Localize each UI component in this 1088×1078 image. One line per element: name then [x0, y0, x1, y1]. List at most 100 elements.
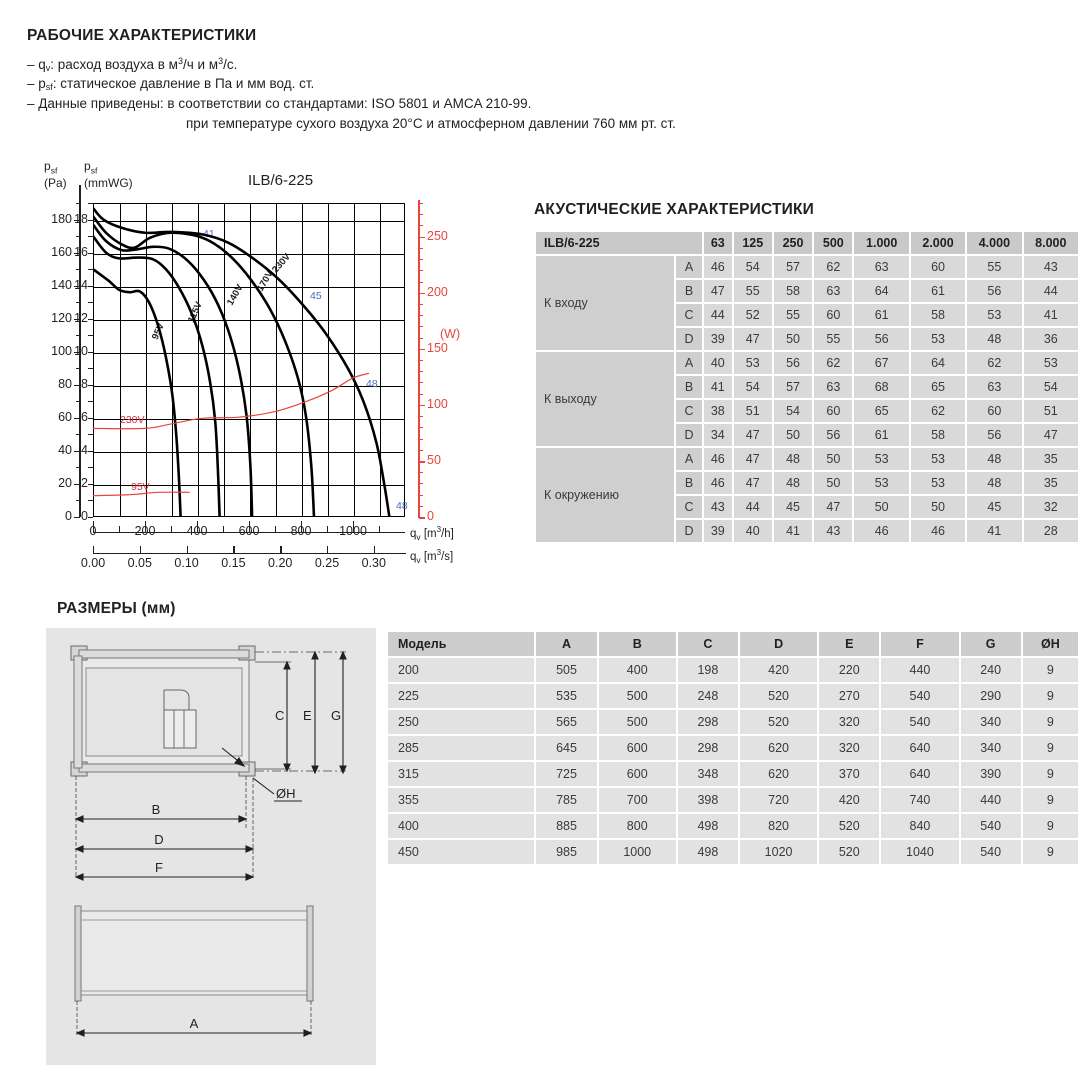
acoustic-value-cell: 64: [854, 280, 909, 302]
y-axis-mmwg-tick: [88, 203, 93, 204]
grid-vline: [276, 204, 277, 516]
y-axis-w-minortick: [419, 203, 423, 204]
acoustic-value-cell: 43: [704, 496, 732, 518]
acoustic-value-cell: 63: [967, 376, 1022, 398]
acoustic-value-cell: 56: [854, 328, 909, 350]
x-axis-m3h-label: 600: [227, 524, 271, 538]
y-axis-pa-tick: [74, 351, 80, 354]
y-axis-pa-minortick: [76, 467, 80, 469]
unit-drawings: C E G ØH B D F: [70, 645, 347, 1037]
dimensions-value-cell: 270: [819, 684, 880, 708]
x-axis-m3s-label: 0.25: [314, 556, 340, 570]
acoustic-table-row: К выходу A 40 53 56 62 67 64 62 53: [536, 352, 1078, 446]
y-axis-w-minortick: [419, 416, 423, 418]
dimensions-value-cell: 520: [740, 710, 818, 734]
dimensions-value-cell: 240: [960, 658, 1021, 682]
chart-curve-230v-power: [93, 372, 370, 430]
y-axis-w-minortick: [419, 382, 423, 384]
acoustic-weighting-label: A: [676, 256, 702, 278]
acoustic-value-cell: 56: [814, 424, 853, 446]
x-axis-m3h-minortick: [327, 526, 328, 532]
acoustic-group-label: К окружению: [536, 448, 674, 542]
dimensions-value-cell: 640: [881, 736, 959, 760]
chart-curve-95v: [93, 267, 182, 517]
y-axis-pa-tick: [74, 285, 80, 288]
x-axis-m3h-minortick: [275, 526, 276, 532]
dimensions-value-cell: 390: [960, 762, 1021, 786]
acoustic-value-cell: 67: [854, 352, 909, 374]
y-axis-w-minortick: [419, 247, 423, 249]
acoustic-value-cell: 53: [910, 448, 966, 470]
acoustic-value-cell: 58: [773, 280, 813, 302]
acoustic-value-cell: 51: [733, 400, 772, 422]
w-axis-line: [418, 200, 420, 518]
acoustic-freq-header: 4.000: [967, 232, 1022, 254]
y-axis-pa-minortick: [76, 401, 80, 403]
dimensions-value-cell: 645: [536, 736, 597, 760]
dimensions-table-row: 250 565 500 298 520 320 540 340 9: [388, 710, 1078, 734]
dimensions-value-cell: 9: [1022, 684, 1078, 708]
x-axis-m3s-tick: [327, 546, 329, 554]
y-axis-pa-tick: [74, 483, 80, 486]
dimensions-col-header: E: [819, 632, 880, 656]
y-axis-mmwg-tick: [88, 384, 93, 387]
x-axis-m3s-label: 0.00: [80, 556, 106, 570]
dimensions-value-cell: 620: [740, 736, 818, 760]
y-axis-pa-label: 80: [58, 376, 72, 391]
y-axis-pa-minortick: [76, 368, 80, 370]
acoustic-value-cell: 41: [773, 520, 813, 542]
acoustic-value-cell: 48: [967, 328, 1022, 350]
y-axis-w-minortick: [419, 393, 423, 395]
dimensions-value-cell: 9: [1022, 788, 1078, 812]
dimensions-value-cell: 640: [881, 762, 959, 786]
dimensions-value-cell: 500: [598, 684, 676, 708]
acoustic-weighting-label: D: [676, 328, 702, 350]
x-axis-m3h-minortick: [171, 526, 172, 532]
power-label-95v: 95V: [131, 481, 150, 493]
y-axis-mmwg-tick: [88, 517, 93, 519]
pa-axis-line: [79, 185, 81, 517]
acoustic-freq-header: 2.000: [910, 232, 966, 254]
y-axis-w-label: 50: [427, 452, 441, 467]
acoustic-value-cell: 50: [854, 496, 909, 518]
dimensions-value-cell: 740: [881, 788, 959, 812]
dimensions-value-cell: 840: [881, 814, 959, 838]
dimensions-value-cell: 320: [819, 736, 880, 760]
acoustic-value-cell: 32: [1023, 496, 1078, 518]
acoustic-value-cell: 46: [854, 520, 909, 542]
y-axis-pa-label: 60: [58, 409, 72, 424]
note-psf-sub: sf: [45, 82, 53, 92]
acoustic-freq-header: 250: [773, 232, 813, 254]
acoustic-table-row: C 38 51 54 60 65 62 60 51: [536, 400, 1078, 422]
x-axis-m3h-minortick: [379, 526, 380, 532]
acoustic-value-cell: 40: [733, 520, 772, 542]
acoustic-value-cell: 41: [704, 376, 732, 398]
grid-vline: [120, 204, 121, 516]
acoustic-value-cell: 53: [1023, 352, 1078, 374]
acoustic-value-cell: 55: [733, 280, 772, 302]
acoustic-value-cell: 47: [733, 448, 772, 470]
y-axis-w-tick: [419, 460, 425, 463]
dimensions-value-cell: 600: [598, 736, 676, 760]
acoustic-weighting-label: B: [676, 472, 702, 494]
y-axis-w-minortick: [419, 494, 423, 496]
acoustic-value-cell: 53: [910, 328, 966, 350]
y-axis-mmwg-label: 10: [74, 343, 88, 358]
acoustic-weighting-label: D: [676, 424, 702, 446]
y-axis-mmwg-tick: [88, 401, 93, 403]
x-axis-m3h-tick: [93, 521, 95, 532]
dim-label-C: C: [275, 708, 284, 723]
acoustic-value-cell: 46: [704, 472, 732, 494]
acoustic-model-cell: ILB/6-225: [536, 232, 702, 254]
chart-curves: [93, 206, 391, 517]
y-axis-w-tick: [419, 292, 425, 295]
dimensions-value-cell: 298: [677, 710, 739, 734]
acoustic-value-cell: 56: [967, 424, 1022, 446]
acoustic-value-cell: 44: [704, 304, 732, 326]
acoustic-value-cell: 39: [704, 520, 732, 542]
y-axis-mmwg-tick: [88, 285, 93, 288]
dimensions-table-row: 285 645 600 298 620 320 640 340 9: [388, 736, 1078, 760]
note-standards: – Данные приведены: в соответствии со ст…: [27, 96, 532, 111]
dim-label-A: A: [190, 1016, 199, 1031]
y-axis-pa-tick: [74, 384, 80, 387]
